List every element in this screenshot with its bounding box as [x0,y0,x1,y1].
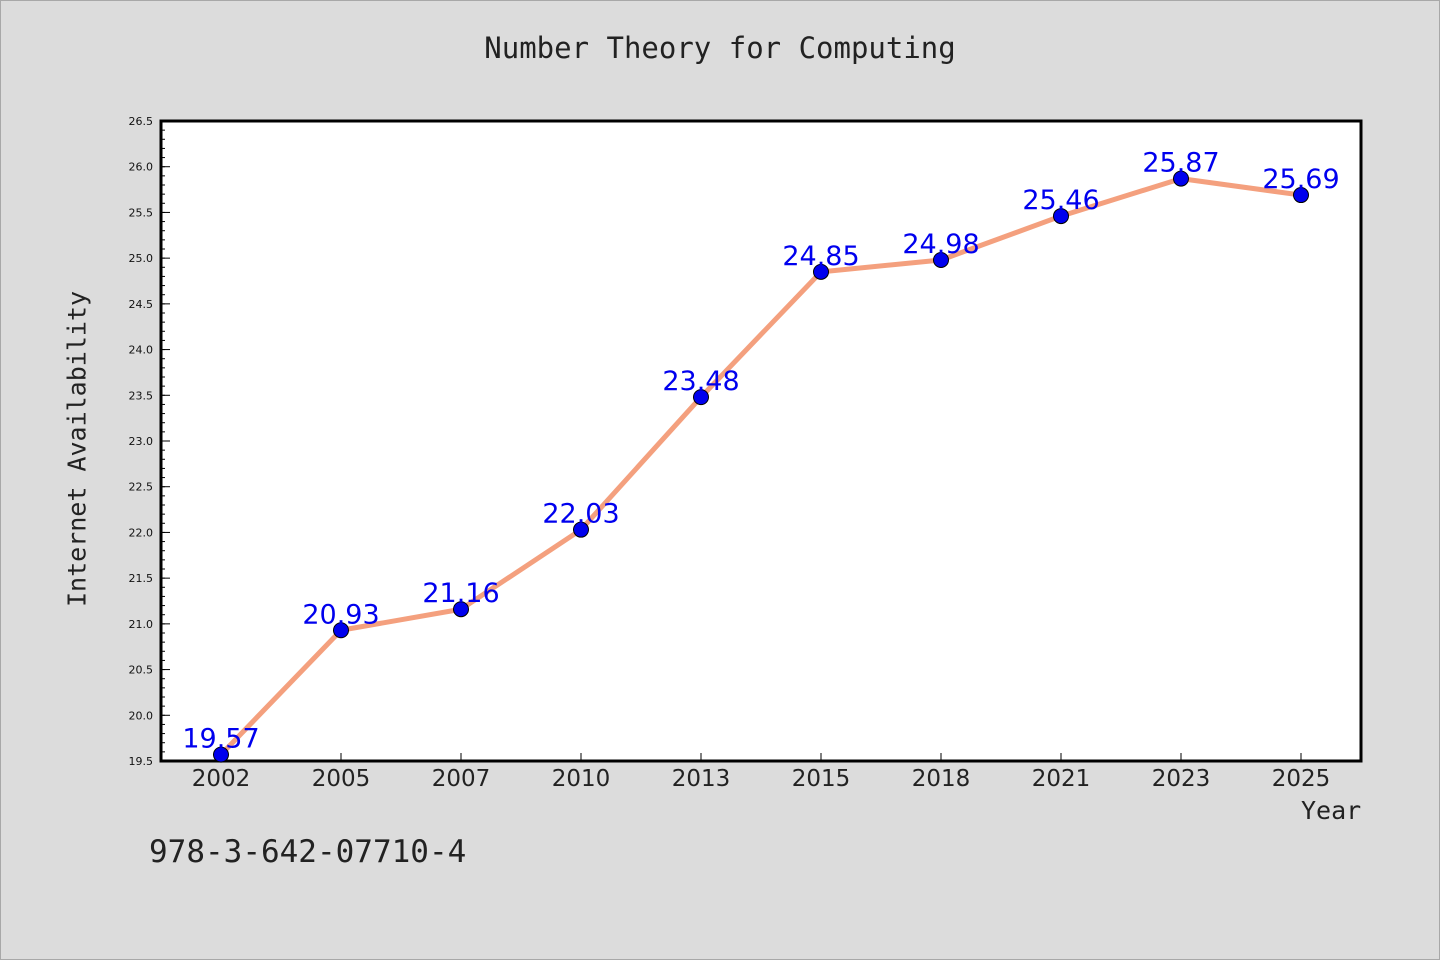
data-label: 19.57 [182,724,259,755]
data-point [573,521,589,538]
y-tick-label: 22.0 [129,526,154,539]
x-tick-label: 2018 [912,766,971,792]
y-tick-label: 20.0 [129,709,154,722]
y-tick-label: 26.0 [129,161,154,174]
x-tick-label: 2021 [1032,766,1091,792]
y-tick-label: 19.5 [129,755,154,768]
x-tick-label: 2002 [192,766,251,792]
data-label: 25.46 [1022,185,1099,216]
y-tick-label: 26.5 [129,115,154,128]
data-label: 21.16 [422,578,499,609]
y-tick-label: 25.0 [129,252,154,265]
y-tick-label: 20.5 [129,664,154,677]
y-tick-label: 23.5 [129,389,154,402]
data-point [813,263,829,280]
data-label: 25.69 [1262,164,1339,195]
y-tick-label: 24.5 [129,298,154,311]
x-tick-label: 2025 [1272,766,1331,792]
x-axis-label: Year [1301,796,1362,825]
data-label: 24.98 [902,229,979,260]
y-tick-label: 24.0 [129,344,154,357]
y-tick-label: 21.5 [129,572,154,585]
isbn-text: 978-3-642-07710-4 [149,834,467,870]
y-tick-label: 21.0 [129,618,154,631]
data-point [1173,170,1189,187]
data-point [693,389,709,406]
x-tick-label: 2010 [552,766,611,792]
chart-title: Number Theory for Computing [484,31,956,65]
x-tick-label: 2013 [672,766,731,792]
data-point [453,601,469,618]
data-label: 23.48 [662,366,739,397]
data-label: 22.03 [542,499,619,530]
data-point [933,251,949,268]
x-tick-label: 2005 [312,766,371,792]
data-point [213,746,229,763]
data-point [1293,187,1309,204]
x-tick-label: 2015 [792,766,851,792]
plot-area [161,121,1361,761]
data-label: 24.85 [782,241,859,272]
data-label: 25.87 [1142,148,1219,179]
plot-frame [159,119,1363,763]
data-point [1053,208,1069,225]
series-line [218,176,1304,758]
y-tick-label: 22.5 [129,481,154,494]
y-tick-label: 25.5 [129,206,154,219]
data-point [333,622,349,639]
x-tick-label: 2023 [1152,766,1211,792]
y-tick-label: 23.0 [129,435,154,448]
data-label: 20.93 [302,599,379,630]
x-tick-label: 2007 [432,766,491,792]
